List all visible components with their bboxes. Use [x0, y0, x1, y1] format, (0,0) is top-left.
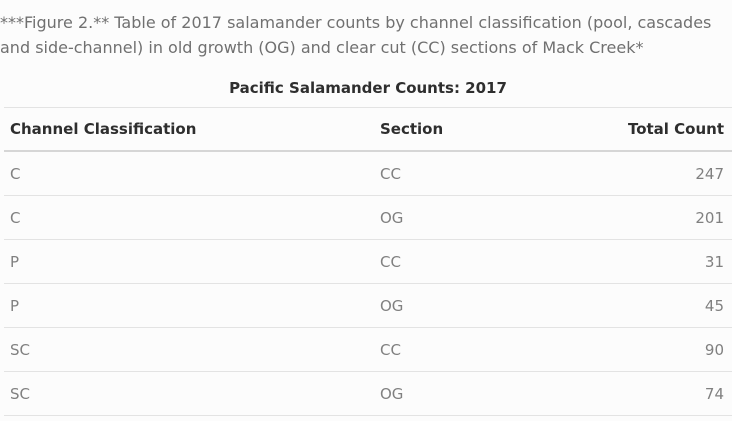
- cell-count: 45: [584, 283, 732, 328]
- header-row: Channel Classification Section Total Cou…: [4, 108, 732, 152]
- header-channel-classification: Channel Classification: [4, 108, 374, 152]
- cell-channel: P: [4, 239, 374, 284]
- cell-channel: C: [4, 195, 374, 240]
- table-title: Pacific Salamander Counts: 2017: [4, 70, 732, 108]
- cell-section: CC: [374, 239, 584, 284]
- cell-section: OG: [374, 283, 584, 328]
- header-section: Section: [374, 108, 584, 152]
- cell-section: CC: [374, 327, 584, 372]
- cell-channel: SC: [4, 327, 374, 372]
- cell-count: 74: [584, 371, 732, 416]
- figure-caption: ***Figure 2.** Table of 2017 salamander …: [0, 13, 712, 57]
- cell-channel: P: [4, 283, 374, 328]
- table-row: SC OG 74: [4, 371, 732, 416]
- cell-channel: SC: [4, 371, 374, 416]
- cell-count: 31: [584, 239, 732, 284]
- cell-count: 90: [584, 327, 732, 372]
- cell-count: 201: [584, 195, 732, 240]
- header-total-count: Total Count: [584, 108, 732, 152]
- table-row: C OG 201: [4, 195, 732, 240]
- table-row: P OG 45: [4, 283, 732, 328]
- cell-section: OG: [374, 371, 584, 416]
- counts-table: Channel Classification Section Total Cou…: [4, 108, 732, 416]
- cell-section: CC: [374, 151, 584, 196]
- table-row: P CC 31: [4, 239, 732, 284]
- cell-section: OG: [374, 195, 584, 240]
- cell-channel: C: [4, 151, 374, 196]
- table-row: SC CC 90: [4, 327, 732, 372]
- salamander-table: Pacific Salamander Counts: 2017 Channel …: [4, 70, 732, 416]
- table-row: C CC 247: [4, 151, 732, 196]
- cell-count: 247: [584, 151, 732, 196]
